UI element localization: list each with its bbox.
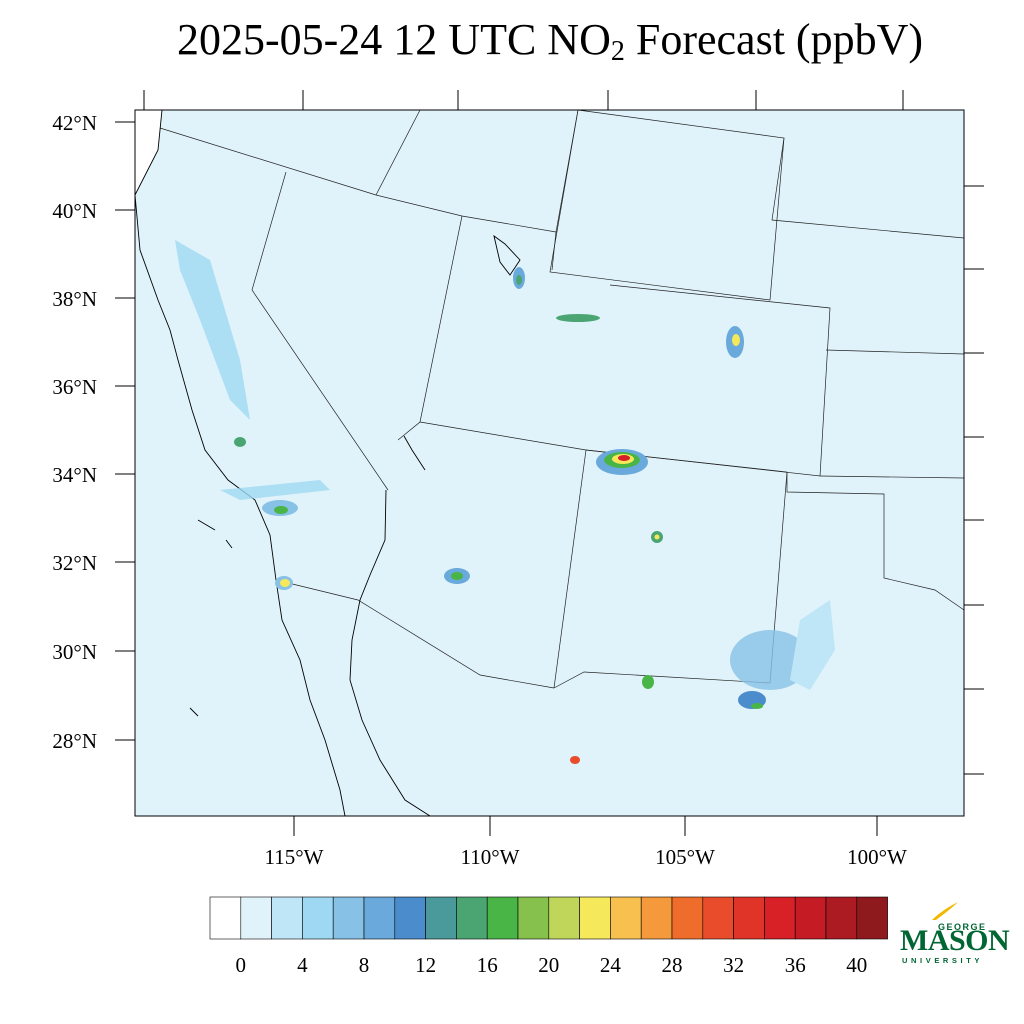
colorbar-box bbox=[702, 896, 734, 940]
colorbar-tick-label: 24 bbox=[600, 953, 622, 977]
colorbar-box bbox=[302, 896, 334, 940]
colorbar-tick-label: 36 bbox=[785, 953, 806, 977]
logo-university: UNIVERSITY bbox=[902, 956, 984, 965]
title-main: 2025-05-24 12 UTC NO bbox=[177, 15, 611, 64]
plume-elpaso bbox=[642, 675, 654, 689]
title-subscript: 2 bbox=[610, 36, 625, 67]
plume-la-core bbox=[274, 506, 288, 514]
colorbar-tick-label: 0 bbox=[236, 953, 247, 977]
colorbar-box bbox=[825, 896, 858, 940]
no2-plumes bbox=[175, 240, 835, 764]
colorbar bbox=[209, 896, 888, 940]
colorbar-box bbox=[425, 896, 457, 940]
gmu-swoosh-icon bbox=[932, 902, 958, 920]
lat-label: 40°N bbox=[52, 199, 97, 223]
lon-labels: 115°W 110°W 105°W 100°W bbox=[265, 845, 908, 869]
colorbar-box bbox=[332, 896, 365, 940]
lon-label: 115°W bbox=[265, 845, 324, 869]
logo-george: GEORGE bbox=[938, 922, 987, 932]
colorbar-box bbox=[486, 896, 519, 940]
lat-label: 28°N bbox=[52, 729, 97, 753]
colorbar-box bbox=[671, 896, 704, 940]
lat-label: 34°N bbox=[52, 463, 97, 487]
colorbar-box bbox=[856, 896, 888, 940]
colorbar-tick-label: 20 bbox=[538, 953, 559, 977]
lon-label: 100°W bbox=[847, 845, 907, 869]
title-suffix: Forecast (ppbV) bbox=[624, 15, 923, 64]
colorbar-tick-label: 16 bbox=[477, 953, 498, 977]
colorbar-box bbox=[394, 896, 426, 940]
colorbar-box bbox=[517, 896, 550, 940]
lon-label: 105°W bbox=[655, 845, 715, 869]
plume-chihuahua bbox=[570, 756, 580, 764]
lat-label: 36°N bbox=[52, 375, 97, 399]
logo-mason: MASON bbox=[900, 924, 1010, 957]
colorbar-box bbox=[579, 896, 611, 940]
colorbar-tick-label: 32 bbox=[723, 953, 744, 977]
plume-tucson-core bbox=[654, 534, 660, 540]
plume-denver-core bbox=[618, 455, 630, 461]
plume-phoenix-core bbox=[451, 572, 463, 580]
map-frame bbox=[134, 109, 965, 817]
colorbar-box bbox=[209, 896, 242, 940]
colorbar-box bbox=[363, 896, 396, 940]
plume-west-colorado bbox=[556, 314, 600, 322]
lat-label: 38°N bbox=[52, 287, 97, 311]
coastlines bbox=[134, 109, 521, 817]
plume-slc-core bbox=[516, 275, 522, 285]
map-background bbox=[135, 110, 964, 816]
colorbar-labels: 0 4 8 12 16 20 24 28 32 36 40 bbox=[236, 953, 868, 977]
map-ticks bbox=[115, 90, 984, 836]
colorbar-tick-label: 28 bbox=[662, 953, 683, 977]
colorbar-box bbox=[610, 896, 642, 940]
lat-labels: 42°N 40°N 38°N 36°N 34°N 32°N 30°N 28°N bbox=[52, 111, 97, 753]
plume-permian-outer bbox=[730, 630, 810, 690]
colorbar-box bbox=[240, 896, 272, 940]
lat-label: 30°N bbox=[52, 640, 97, 664]
lat-label: 32°N bbox=[52, 551, 97, 575]
colorbar-box bbox=[640, 896, 673, 940]
colorbar-box bbox=[764, 896, 796, 940]
ocean-sliver bbox=[135, 110, 162, 195]
colorbar-box bbox=[794, 896, 827, 940]
map-title: 2025-05-24 12 UTC NO2 Forecast (ppbV) bbox=[0, 12, 1024, 68]
state-borders bbox=[159, 109, 965, 689]
colorbar-box bbox=[456, 896, 488, 940]
gmu-logo: GEORGE MASON UNIVERSITY bbox=[900, 898, 1010, 968]
plume-permian-core bbox=[751, 703, 763, 709]
colorbar-box bbox=[733, 896, 765, 940]
lat-label: 42°N bbox=[52, 111, 97, 135]
us-mexico-border bbox=[275, 579, 555, 689]
plume-texas-streak bbox=[790, 600, 835, 690]
plume-la-basin bbox=[220, 480, 330, 500]
colorbar-tick-label: 8 bbox=[359, 953, 370, 977]
colorbar-box bbox=[548, 896, 580, 940]
colorbar-box bbox=[271, 896, 303, 940]
colorbar-tick-label: 12 bbox=[415, 953, 436, 977]
colorbar-tick-label: 4 bbox=[297, 953, 308, 977]
colorbar-tick-label: 40 bbox=[846, 953, 867, 977]
plume-lasvegas bbox=[234, 437, 246, 447]
plume-cheyenne-core bbox=[732, 334, 740, 346]
plume-sandiego-core bbox=[280, 579, 290, 587]
plume-central-valley bbox=[175, 240, 250, 420]
lon-label: 110°W bbox=[461, 845, 520, 869]
